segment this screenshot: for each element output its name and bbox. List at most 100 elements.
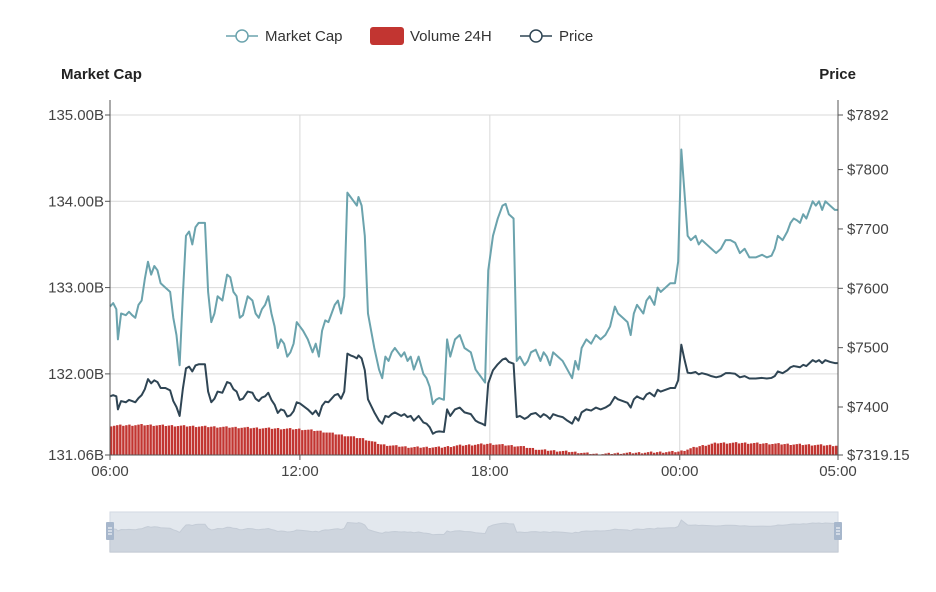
volume-bar <box>771 444 773 455</box>
volume-bar <box>192 426 194 455</box>
volume-bar <box>125 425 127 455</box>
zoom-handle-left[interactable] <box>106 522 114 540</box>
volume-bar <box>389 446 391 455</box>
volume-bar <box>162 425 164 455</box>
volume-bar <box>247 427 249 455</box>
volume-bar <box>253 428 255 455</box>
zoom-handle-right[interactable] <box>834 522 842 540</box>
volume-bar <box>532 448 534 455</box>
volume-bar <box>705 446 707 455</box>
volume-bar <box>286 429 288 455</box>
volume-bar <box>492 445 494 455</box>
volume-bar <box>529 448 531 455</box>
volume-bar <box>204 426 206 455</box>
volume-bar <box>313 431 315 455</box>
volume-bar <box>823 446 825 455</box>
volume-bar <box>738 443 740 455</box>
volume-bar <box>820 444 822 455</box>
volume-bar <box>368 441 370 455</box>
volume-bar <box>808 444 810 455</box>
volume-bar <box>334 434 336 455</box>
volume-bar <box>350 436 352 455</box>
grid-lines <box>110 115 838 455</box>
x-tick-label: 12:00 <box>281 463 319 480</box>
market-cap-line <box>110 150 838 405</box>
volume-bar <box>774 444 776 455</box>
volume-bar <box>686 450 688 455</box>
volume-bar <box>805 445 807 455</box>
volume-bar <box>547 451 549 455</box>
volume-bar <box>668 452 670 455</box>
volume-bar <box>835 446 837 455</box>
volume-bar <box>435 447 437 455</box>
volume-bar <box>565 451 567 455</box>
volume-bar <box>165 426 167 455</box>
volume-bars <box>110 424 837 455</box>
volume-bar <box>143 425 145 455</box>
volume-bar <box>277 428 279 455</box>
right-tick-label: $7319.15 <box>847 447 910 464</box>
volume-bar <box>237 428 239 455</box>
volume-bar <box>347 436 349 455</box>
volume-bar <box>259 429 261 455</box>
volume-bar <box>811 446 813 455</box>
volume-bar <box>425 447 427 455</box>
volume-bar <box>301 430 303 455</box>
volume-bar <box>562 451 564 455</box>
volume-bar <box>377 444 379 455</box>
data-zoom-slider[interactable] <box>106 512 842 552</box>
volume-bar <box>535 450 537 455</box>
legend-item-market-cap[interactable]: Market Cap <box>226 28 343 45</box>
volume-bar <box>483 445 485 455</box>
volume-bar <box>659 452 661 455</box>
legend-volume-swatch-icon <box>370 27 404 45</box>
zoom-window[interactable] <box>110 512 838 552</box>
volume-bar <box>210 427 212 455</box>
volume-bar <box>274 428 276 455</box>
volume-bar <box>416 446 418 455</box>
volume-bar <box>146 425 148 455</box>
volume-bar <box>207 427 209 455</box>
volume-bar <box>216 428 218 455</box>
volume-bar <box>796 444 798 455</box>
volume-bar <box>404 446 406 455</box>
volume-bar <box>783 444 785 455</box>
volume-bar <box>553 450 555 455</box>
volume-bar <box>817 445 819 455</box>
volume-bar <box>413 447 415 455</box>
left-tick-label: 134.00B <box>48 193 104 210</box>
volume-bar <box>456 445 458 455</box>
volume-bar <box>793 445 795 455</box>
volume-bar <box>322 433 324 455</box>
volume-bar <box>401 447 403 455</box>
volume-bar <box>268 428 270 456</box>
volume-bar <box>159 425 161 455</box>
volume-bar <box>720 443 722 455</box>
volume-bar <box>134 425 136 455</box>
volume-bar <box>802 445 804 455</box>
x-tick-label: 05:00 <box>819 463 857 480</box>
volume-bar <box>189 426 191 455</box>
volume-bar <box>280 429 282 455</box>
volume-bar <box>271 429 273 455</box>
volume-bar <box>780 445 782 456</box>
volume-bar <box>250 428 252 455</box>
volume-bar <box>650 452 652 455</box>
volume-bar <box>726 444 728 455</box>
x-tick-label: 00:00 <box>661 463 699 480</box>
volume-bar <box>174 426 176 455</box>
volume-bar <box>319 431 321 455</box>
price-line <box>110 345 838 434</box>
legend-item-price[interactable]: Price <box>520 28 593 45</box>
volume-bar <box>432 447 434 455</box>
volume-bar <box>689 448 691 455</box>
volume-bar <box>122 426 124 455</box>
legend-item-volume[interactable]: Volume 24H <box>370 27 492 45</box>
volume-bar <box>489 443 491 455</box>
volume-bar <box>474 445 476 455</box>
volume-bar <box>723 442 725 455</box>
volume-bar <box>201 426 203 455</box>
volume-bar <box>504 446 506 455</box>
volume-bar <box>468 444 470 455</box>
volume-bar <box>453 446 455 455</box>
